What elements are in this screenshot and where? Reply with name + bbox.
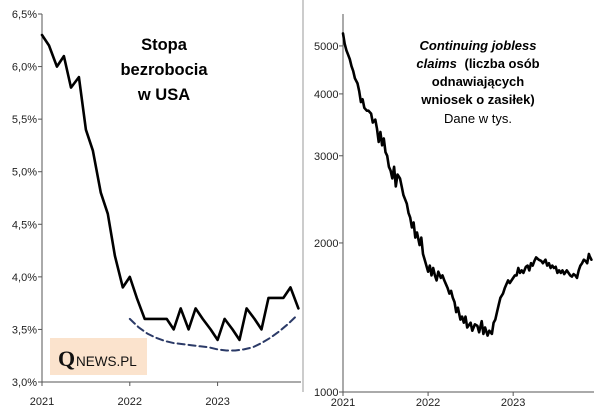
y-tick-labels: 3,0% 3,5% 4,0% 4,5% 5,0% 5,5% 6,0% 6,5% [12, 9, 42, 389]
chart-title-italic-line-2: claims [416, 56, 456, 71]
jobless-claims-chart: 1000 2000 3000 4000 5000 2021 2022 2023 Contin… [314, 14, 594, 409]
chart-title-bold-line-3: wniosek o zasiłek) [420, 92, 534, 107]
y-tick-label: 3000 [314, 151, 338, 163]
x-tick-label: 2023 [205, 396, 229, 408]
y-tick-label: 6,5% [12, 9, 37, 21]
y-tick-label: 3,0% [12, 377, 37, 389]
x-tick-label: 2022 [416, 397, 440, 409]
y-tick-label: 5,0% [12, 167, 37, 179]
chart-subtitle: Dane w tys. [444, 111, 512, 126]
logo: Q NEWS.PL [50, 338, 147, 375]
y-tick-label: 1000 [314, 387, 338, 399]
chart-title-bold-line-2: odnawiających [432, 74, 525, 89]
unemployment-chart: 3,0%3,5%4,0%4,5%5,0%5,5%6,0%6,5% 2021 202… [12, 9, 301, 408]
x-tick-labels: 2021 2022 2023 [331, 392, 525, 409]
series-line [40, 33, 300, 342]
x-tick-label: 2023 [501, 397, 525, 409]
panel-divider [302, 0, 304, 392]
series-lines [40, 33, 300, 352]
y-tick-label: 4,5% [12, 219, 37, 231]
series-lines [341, 32, 593, 337]
chart-title-line-1: Stopa [141, 36, 188, 54]
x-tick-labels: 2021 2022 2023 [30, 382, 230, 408]
y-tick-label: 3,5% [12, 324, 37, 336]
y-tick-label: 5,5% [12, 114, 37, 126]
x-tick-label: 2021 [30, 396, 54, 408]
chart-title-line-2: claims (liczba osób [416, 56, 539, 71]
chart-title-line-2: bezrobocia [120, 61, 208, 79]
trend-line [128, 314, 298, 352]
chart-title-bold-line-1: (liczba osób [464, 56, 539, 71]
logo-text: NEWS.PL [76, 354, 137, 369]
series-line [341, 32, 593, 337]
chart-title-italic-line-1: Continuing jobless [420, 38, 537, 53]
y-tick-label: 4000 [314, 89, 338, 101]
y-tick-label: 2000 [314, 238, 338, 250]
y-tick-labels: 1000 2000 3000 4000 5000 [314, 41, 343, 399]
chart-title-line-3: w USA [137, 86, 190, 104]
y-tick-label: 5000 [314, 41, 338, 53]
logo-letter: Q [58, 346, 75, 371]
logo-background [50, 338, 147, 375]
x-tick-label: 2021 [331, 397, 355, 409]
y-tick-label: 4,0% [12, 272, 37, 284]
x-tick-label: 2022 [118, 396, 142, 408]
y-tick-label: 6,0% [12, 62, 37, 74]
